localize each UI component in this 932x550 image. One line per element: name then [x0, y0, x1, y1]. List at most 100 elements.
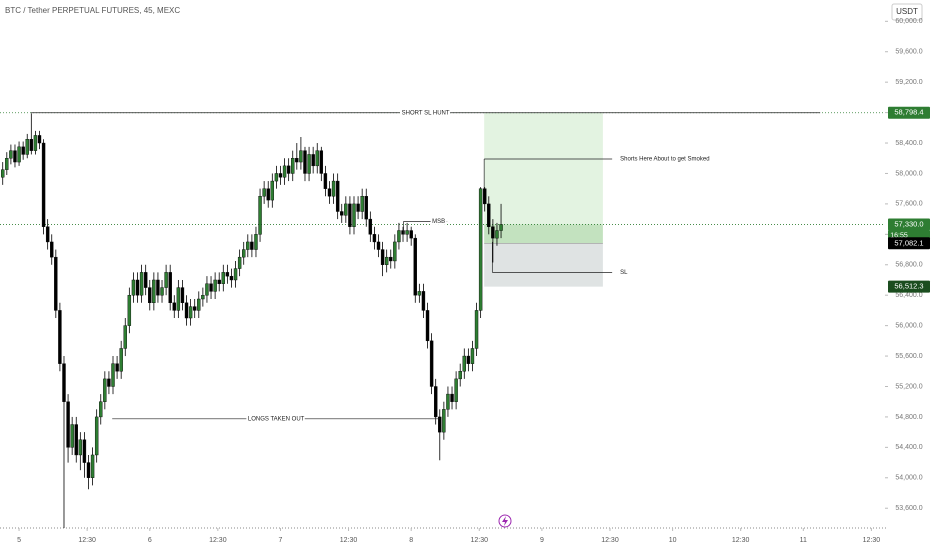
candle-body [94, 416, 99, 456]
countdown: 16:55 [890, 232, 908, 239]
candle-body [152, 279, 156, 304]
candle-body [168, 272, 172, 304]
x-tick-label: 9 [540, 537, 544, 544]
candle-body [376, 241, 381, 250]
candle-body [258, 196, 262, 235]
candle-body [209, 283, 213, 292]
candle-body [368, 218, 373, 235]
x-tick-label: 12:30 [78, 537, 96, 544]
candle-body [282, 165, 287, 178]
annotation-label: MSB [432, 219, 445, 225]
x-tick-label: 12:30 [340, 537, 358, 544]
candle-body [139, 272, 144, 296]
stop-zone [484, 243, 603, 287]
candle-body [127, 294, 132, 326]
candle-body [111, 363, 115, 387]
candle-body [192, 306, 197, 311]
candle-body [405, 230, 409, 235]
price-label: 57,082.1 [894, 238, 923, 247]
candle-body [201, 294, 205, 300]
candle-body [303, 150, 307, 174]
y-tick-label: 55,200.0 [895, 383, 922, 390]
candle-body [103, 378, 107, 402]
candle-body [143, 272, 148, 288]
x-tick-label: 12:30 [863, 537, 881, 544]
candle-body [217, 279, 221, 284]
candle-body [327, 188, 332, 197]
candle-body [291, 158, 295, 174]
candle-body [90, 454, 95, 478]
candle-body [458, 371, 462, 380]
candle-body [188, 306, 193, 319]
candle-body [380, 249, 385, 265]
candle-body [409, 230, 413, 239]
candle-body [37, 135, 42, 144]
candle-body [307, 154, 311, 174]
event-icon-bolt [502, 516, 508, 526]
y-tick-label: 56,400.0 [895, 292, 922, 299]
y-tick-label: 58,400.0 [895, 140, 922, 147]
candle-body [323, 173, 328, 189]
candle-body [364, 196, 368, 220]
x-tick-label: 12:30 [470, 537, 488, 544]
candle-body [393, 241, 397, 262]
candle-body [237, 256, 242, 269]
candle-body [254, 234, 258, 250]
candle-body [33, 135, 38, 151]
chart-title: BTC / Tether PERPETUAL FUTURES, 45, MEXC [5, 6, 180, 15]
candle-body [74, 424, 78, 456]
candle-body [119, 348, 123, 372]
candle-body [442, 409, 446, 433]
candle-body [499, 224, 503, 231]
candle-body [107, 378, 111, 387]
candle-body [466, 355, 471, 364]
candle-body [160, 287, 164, 296]
candle-body [29, 139, 34, 151]
candle-body [401, 230, 405, 235]
annotation-label: LONGS TAKEN OUT [248, 416, 305, 422]
candle-body [470, 348, 475, 364]
candle-body [286, 165, 291, 174]
candle-body [352, 203, 356, 227]
candle-body [495, 230, 499, 239]
currency-label[interactable]: USDT [896, 7, 918, 16]
candle-body [180, 287, 185, 304]
currency-button[interactable] [891, 3, 923, 21]
candle-body [184, 302, 189, 319]
candle-body [242, 249, 246, 258]
x-tick-label: 10 [669, 537, 677, 544]
candle-body [425, 310, 430, 342]
candle-body [348, 203, 352, 227]
y-tick-label: 58,000.0 [895, 170, 922, 177]
candle-body [115, 363, 119, 372]
y-tick-label: 59,200.0 [895, 79, 922, 86]
candle-body [156, 279, 160, 296]
x-tick-label: 12:30 [209, 537, 227, 544]
candle-body [311, 154, 315, 167]
x-tick-label: 5 [17, 537, 21, 544]
candle-body [172, 302, 176, 311]
candle-body [66, 401, 70, 448]
candle-body [360, 196, 364, 212]
candle-body [176, 287, 181, 311]
candle-body [384, 256, 389, 265]
candle-body [21, 146, 25, 155]
open-profit-zone [484, 224, 603, 244]
candle-body [413, 237, 417, 296]
price-label-bg [888, 237, 930, 250]
candle-body [131, 279, 136, 296]
x-tick-label: 12:30 [601, 537, 619, 544]
candle-body [295, 158, 299, 163]
x-tick-label: 12:30 [732, 537, 750, 544]
y-tick-label: 56,800.0 [895, 262, 922, 269]
candle-body [233, 268, 238, 281]
x-tick-label: 8 [409, 537, 413, 544]
y-tick-label: 56,000.0 [895, 322, 922, 329]
y-tick-label: 60,000.0 [895, 18, 922, 25]
candle-body [164, 272, 168, 288]
candle-body [319, 150, 324, 174]
candle-body [433, 386, 438, 418]
price-label: 57,330.0 [894, 219, 923, 228]
